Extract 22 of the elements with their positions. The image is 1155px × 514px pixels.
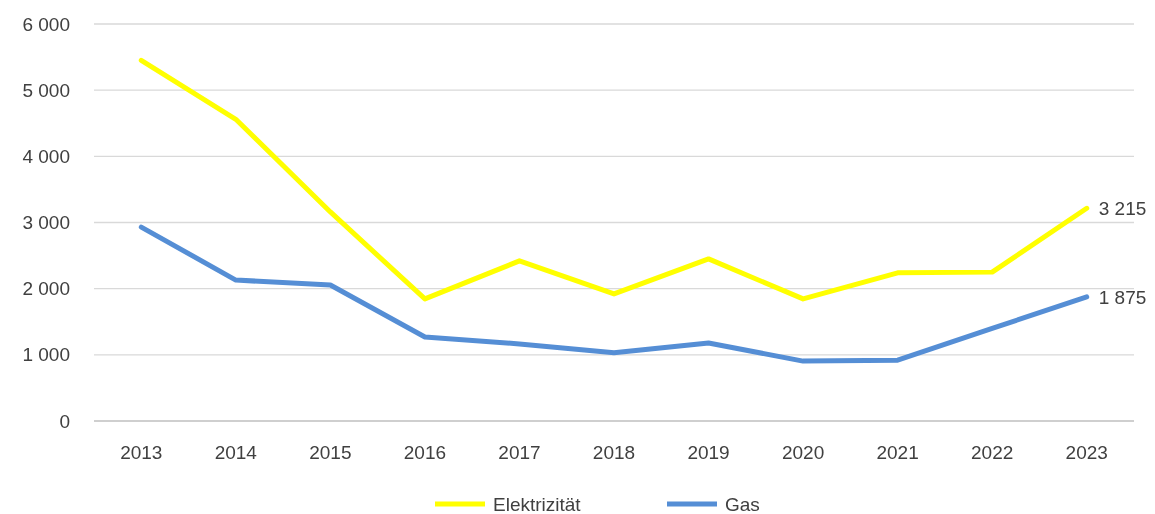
y-tick-label: 4 000	[22, 145, 70, 167]
x-tick-label: 2017	[498, 442, 541, 463]
x-tick-label: 2019	[687, 442, 730, 463]
x-tick-label: 2022	[971, 442, 1014, 463]
x-tick-label: 2018	[592, 442, 636, 463]
x-tick-label: 2020	[781, 442, 825, 463]
x-tick-label: 2016	[403, 442, 447, 463]
data-label: 1 875	[1098, 286, 1147, 308]
y-tick-label: 2 000	[22, 278, 70, 300]
y-tick-label: 3 000	[22, 212, 70, 234]
x-tick-label: 2021	[876, 442, 919, 463]
data-label: 3 215	[1098, 198, 1147, 220]
legend-label: Elektrizität	[493, 493, 582, 514]
x-tick-label: 2023	[1065, 442, 1108, 463]
y-tick-label: 1 000	[22, 344, 70, 366]
y-tick-label: 0	[59, 410, 70, 432]
x-tick-label: 2013	[120, 442, 163, 463]
y-tick-label: 5 000	[22, 79, 70, 101]
x-tick-label: 2015	[309, 442, 352, 463]
legend-label: Gas	[725, 493, 760, 514]
y-tick-label: 6 000	[22, 13, 70, 35]
x-tick-label: 2014	[214, 442, 258, 463]
